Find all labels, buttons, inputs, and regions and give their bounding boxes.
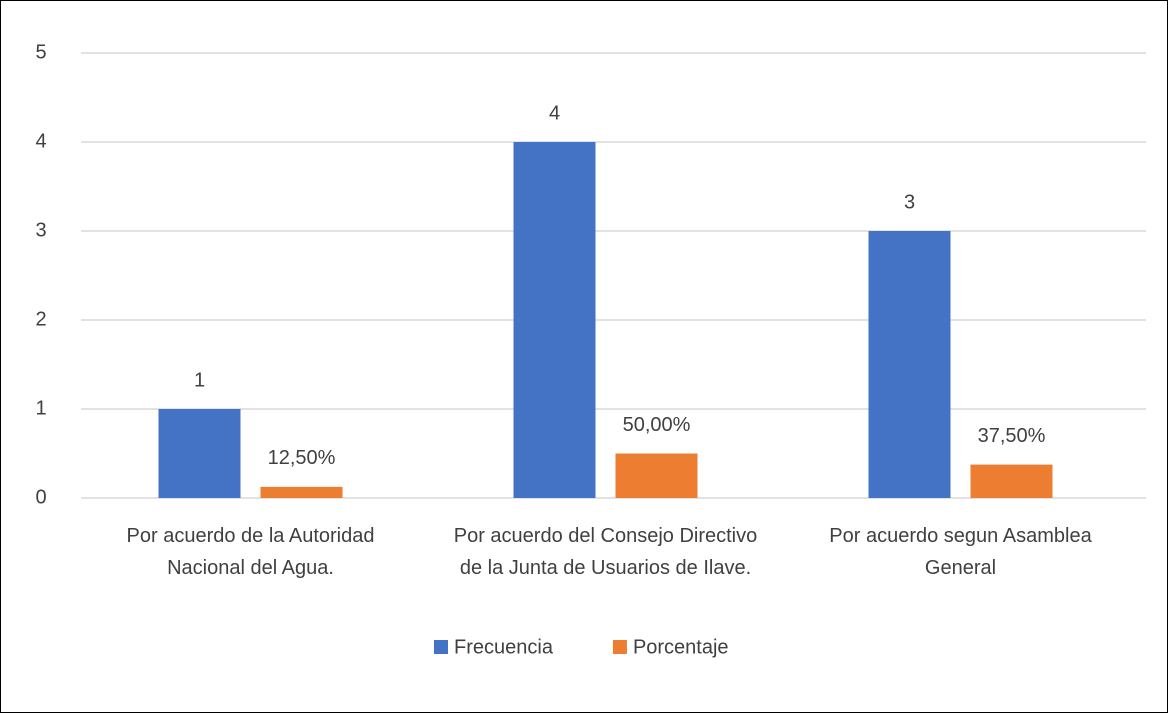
legend-swatch	[612, 640, 627, 654]
y-tick-label: 4	[35, 130, 46, 152]
bar	[970, 464, 1053, 498]
y-tick-label: 2	[35, 308, 46, 330]
data-label: 12,50%	[268, 447, 336, 469]
legend-swatch	[434, 640, 448, 654]
y-tick-label: 5	[35, 41, 46, 63]
data-label: 37,50%	[978, 425, 1046, 447]
bar	[260, 486, 343, 498]
y-tick-label: 3	[35, 219, 46, 241]
legend-label: Frecuencia	[454, 636, 554, 658]
data-label: 50,00%	[623, 414, 691, 436]
data-label: 4	[549, 102, 560, 124]
bar	[615, 453, 698, 498]
y-tick-label: 1	[35, 397, 46, 419]
data-label: 1	[194, 369, 205, 391]
x-tick-label: Por acuerdo del Consejo Directivo de la …	[453, 525, 758, 579]
legend-label: Porcentaje	[633, 636, 729, 658]
data-label: 3	[904, 191, 915, 213]
bar	[158, 409, 241, 498]
bar	[868, 231, 951, 498]
x-tick-label: Por acuerdo segun Asamblea General	[829, 525, 1092, 579]
bar	[513, 142, 596, 498]
x-tick-label: Por acuerdo de la Autoridad Nacional del…	[126, 525, 375, 579]
y-tick-label: 0	[35, 486, 46, 508]
